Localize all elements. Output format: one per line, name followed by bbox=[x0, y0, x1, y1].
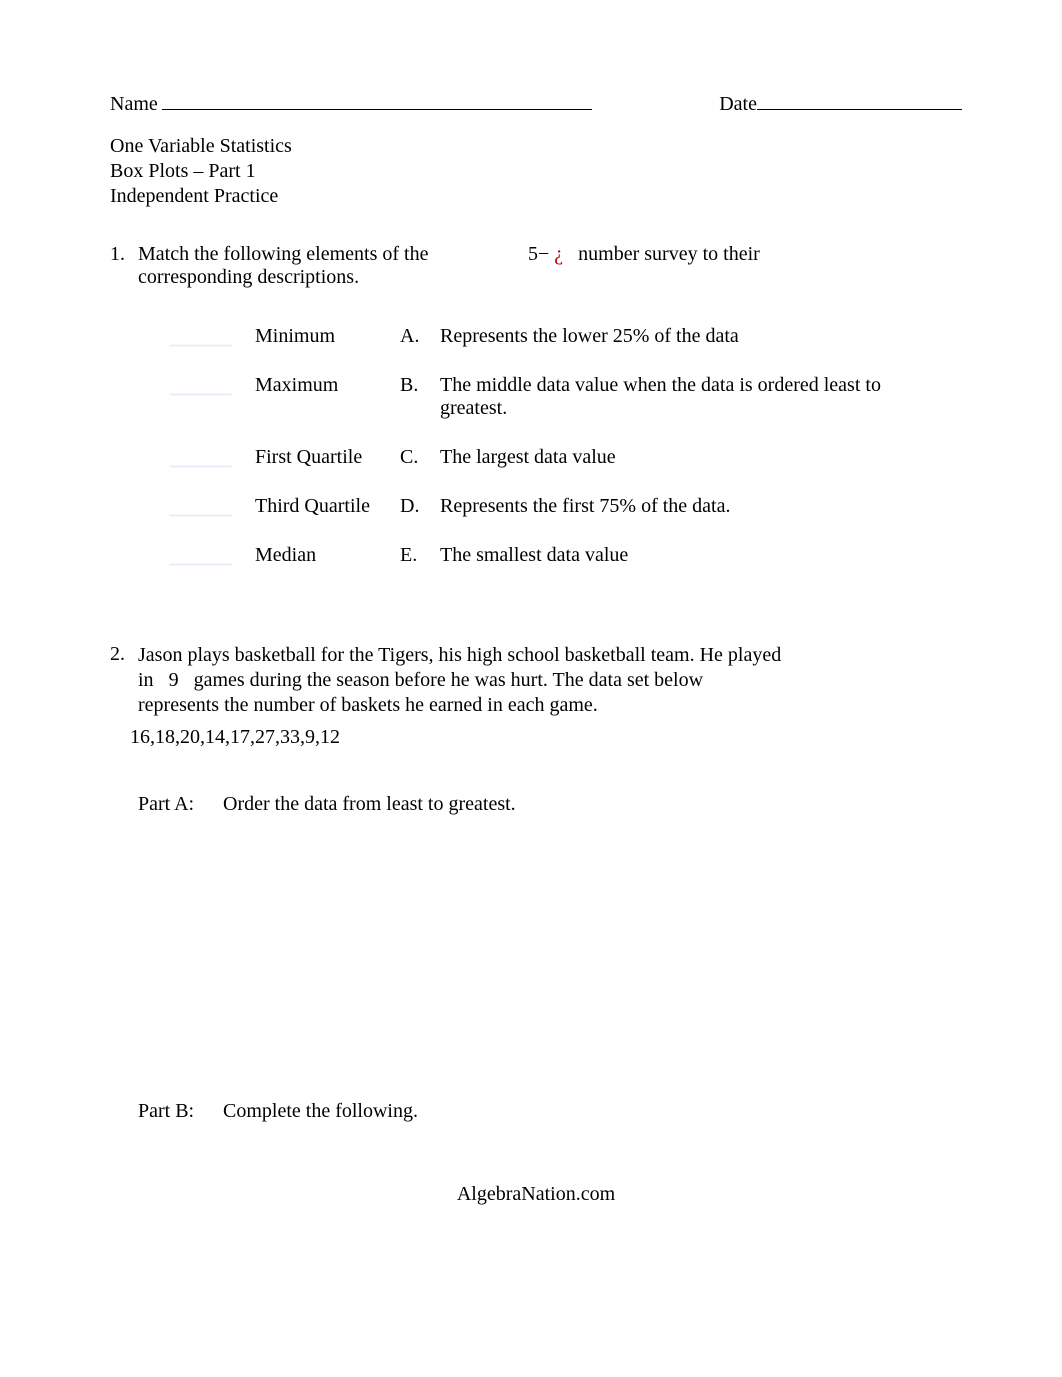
letter-cell: A. bbox=[400, 325, 440, 374]
letter-cell: D. bbox=[400, 495, 440, 544]
q1-text-left: Match the following elements of the bbox=[138, 243, 458, 266]
inverted-question-icon: ¿ bbox=[554, 243, 563, 266]
q1-text: Match the following elements of the 5− ¿… bbox=[138, 243, 962, 289]
header-line: Name Date bbox=[110, 90, 962, 116]
desc-cell: Represents the first 75% of the data. bbox=[440, 495, 910, 544]
date-underline[interactable] bbox=[757, 90, 962, 110]
answer-blank[interactable] bbox=[170, 381, 232, 395]
q1-text-below: corresponding descriptions. bbox=[138, 266, 962, 289]
term-cell: First Quartile bbox=[255, 446, 400, 495]
q1-number: 1. bbox=[110, 243, 138, 289]
part-b: Part B: Complete the following. bbox=[138, 1100, 962, 1123]
answer-blank[interactable] bbox=[170, 332, 232, 346]
footer: AlgebraNation.com bbox=[110, 1183, 962, 1206]
name-field: Name bbox=[110, 90, 592, 116]
table-row: Minimum A. Represents the lower 25% of t… bbox=[170, 325, 910, 374]
q2-line3: represents the number of baskets he earn… bbox=[138, 693, 781, 718]
term-cell: Maximum bbox=[255, 374, 400, 446]
answer-blank[interactable] bbox=[170, 453, 232, 467]
letter-cell: B. bbox=[400, 374, 440, 446]
worksheet-page: Name Date One Variable Statistics Box Pl… bbox=[0, 0, 1062, 1266]
term-cell: Minimum bbox=[255, 325, 400, 374]
question-2: 2. Jason plays basketball for the Tigers… bbox=[110, 643, 962, 718]
desc-cell: The middle data value when the data is o… bbox=[440, 374, 910, 446]
question-1: 1. Match the following elements of the 5… bbox=[110, 243, 962, 593]
q2-nine: 9 bbox=[169, 669, 179, 691]
part-a: Part A: Order the data from least to gre… bbox=[138, 793, 962, 816]
name-underline[interactable] bbox=[162, 90, 592, 110]
part-b-text: Complete the following. bbox=[223, 1100, 418, 1122]
part-a-text: Order the data from least to greatest. bbox=[223, 793, 516, 815]
answer-blank[interactable] bbox=[170, 551, 232, 565]
q1-mid-rest: number survey to their bbox=[578, 243, 760, 265]
table-row: Third Quartile D. Represents the first 7… bbox=[170, 495, 910, 544]
letter-cell: C. bbox=[400, 446, 440, 495]
term-cell: Median bbox=[255, 544, 400, 593]
term-cell: Third Quartile bbox=[255, 495, 400, 544]
q2-line2a: in bbox=[138, 669, 154, 691]
q2-line2: in 9 games during the season before he w… bbox=[138, 668, 781, 693]
part-b-label: Part B: bbox=[138, 1100, 218, 1123]
workspace-a bbox=[110, 816, 962, 1056]
q2-number: 2. bbox=[110, 643, 138, 718]
desc-cell: The largest data value bbox=[440, 446, 910, 495]
date-field: Date bbox=[719, 90, 962, 116]
section-title: One Variable Statistics Box Plots – Part… bbox=[110, 134, 962, 209]
dataset: 16,18,20,14,17,27,33,9,12 bbox=[130, 726, 962, 749]
q2-line2b: games during the season before he was hu… bbox=[194, 669, 703, 691]
letter-cell: E. bbox=[400, 544, 440, 593]
desc-cell: Represents the lower 25% of the data bbox=[440, 325, 910, 374]
section-line1: One Variable Statistics bbox=[110, 134, 962, 159]
part-a-label: Part A: bbox=[138, 793, 218, 816]
match-table: Minimum A. Represents the lower 25% of t… bbox=[170, 325, 910, 593]
date-label: Date bbox=[719, 93, 757, 116]
table-row: First Quartile C. The largest data value bbox=[170, 446, 910, 495]
q2-line1: Jason plays basketball for the Tigers, h… bbox=[138, 643, 781, 668]
section-line2: Box Plots – Part 1 bbox=[110, 159, 962, 184]
answer-blank[interactable] bbox=[170, 502, 232, 516]
table-row: Maximum B. The middle data value when th… bbox=[170, 374, 910, 446]
desc-cell: The smallest data value bbox=[440, 544, 910, 593]
name-label: Name bbox=[110, 93, 158, 116]
table-row: Median E. The smallest data value bbox=[170, 544, 910, 593]
q2-body: Jason plays basketball for the Tigers, h… bbox=[138, 643, 781, 718]
q1-five: 5− bbox=[528, 243, 549, 265]
section-line3: Independent Practice bbox=[110, 184, 962, 209]
q1-text-mid: 5− ¿ number survey to their bbox=[528, 243, 760, 266]
